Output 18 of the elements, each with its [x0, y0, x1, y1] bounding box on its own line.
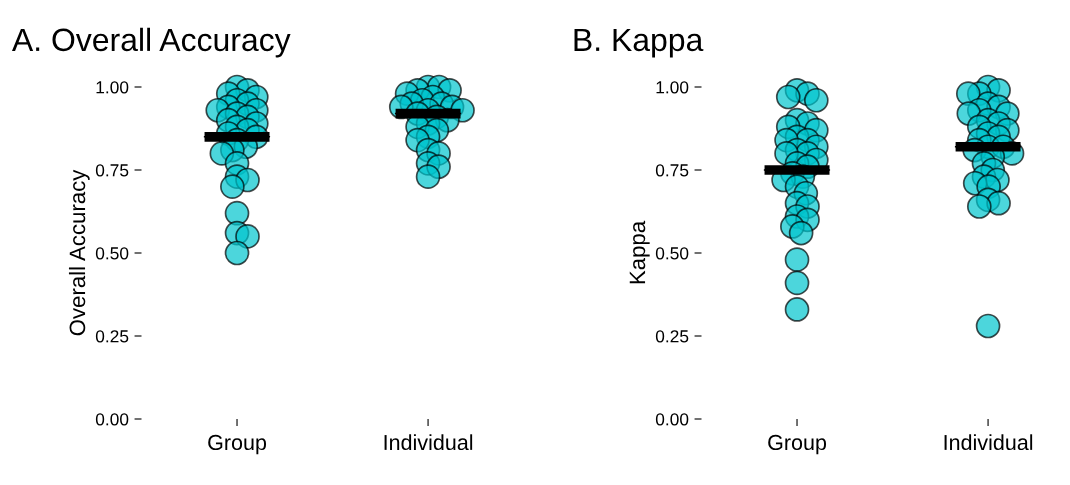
y-tick-label: 0.25	[655, 330, 689, 343]
y-tick-label: 0.00	[95, 413, 129, 426]
chart-title: B. Kappa	[574, 28, 704, 58]
chart-title: A. Overall Accuracy	[11, 27, 291, 58]
x-tick-label: Individual	[384, 434, 473, 451]
y-tick-label: 0.75	[95, 164, 129, 177]
y-tick-label: 0.00	[655, 413, 689, 426]
y-tick-label: 0.75	[655, 164, 689, 177]
x-tick-label: Group	[208, 434, 267, 455]
y-tick-label: 0.25	[95, 330, 129, 343]
y-tick-label: 0.50	[655, 247, 689, 260]
y-tick-label: 0.50	[95, 247, 129, 260]
y-tick-label: 1.00	[96, 81, 129, 94]
x-tick-label: Individual	[944, 434, 1033, 451]
y-axis-title: Overall Accuracy	[68, 169, 90, 336]
x-tick-label: Group	[768, 434, 827, 455]
y-tick-label: 1.00	[656, 81, 689, 94]
y-axis-title: Kappa	[629, 220, 650, 284]
